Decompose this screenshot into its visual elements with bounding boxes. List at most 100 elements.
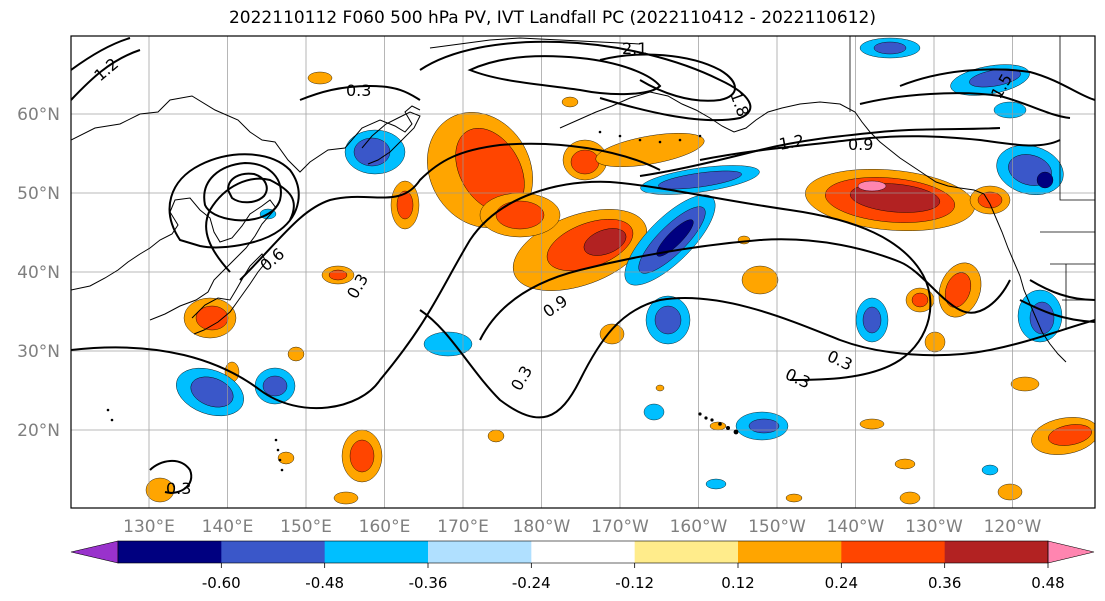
positive-anomaly-blob [655,384,665,392]
latitude-label: 20°N [17,421,60,441]
colorbar-segment [944,541,1049,563]
longitude-labels: 130°E 140°E 150°E 160°E 170°E 180°W 170°W 160°W… [123,517,1041,537]
longitude-label: 170°E [437,517,489,537]
colorbar-tick-label: 0.24 [825,574,858,592]
colorbar-tick-label: -0.24 [512,574,551,592]
negative-anomaly-blob [654,305,682,335]
longitude-label: 140°E [202,517,254,537]
longitude-label: 120°W [984,517,1042,537]
colorbar-segment [221,541,326,563]
positive-anomaly-blob [333,491,359,505]
contour-1.2-ring [168,153,300,249]
latitude-label: 30°N [17,342,60,362]
contour-ne-1 [859,92,1071,119]
contour-top-1 [419,40,752,122]
negative-anomaly-blob [658,170,742,190]
negative-anomaly-blob [993,101,1027,119]
positive-anomaly-blob [1010,376,1040,392]
positive-anomaly-blob [287,346,305,362]
positive-anomaly-blob [924,331,946,353]
contour-0.6 [239,142,661,281]
borders [849,36,1095,330]
colorbar-tick-label: -0.36 [409,574,448,592]
positive-anomaly-blob [899,491,921,505]
colorbar-frame [117,540,1049,564]
contour-0.3-lower [419,297,1095,419]
pv-contours [71,37,1095,494]
contour-label-0.9-north: 0.9 [848,135,873,154]
negative-anomaly-blob [643,403,665,421]
coastline-kamchatka [361,111,421,165]
positive-anomaly-blob [859,418,885,430]
colorbar-segment [324,541,429,563]
contour-2-ring [226,172,268,204]
positive-anomaly-blob [277,451,295,465]
colorbar [70,540,1095,564]
contour-0.3-south [71,180,932,410]
positive-anomaly-blob [495,200,545,230]
positive-anomaly-blob [997,483,1023,501]
coastline-siberia-north [429,37,641,49]
contour-0.9-north [699,135,1061,161]
negative-anomaly-blob [748,418,780,434]
negative-anomaly-blob [862,306,882,334]
coastline-japan [191,253,267,335]
longitude-label: 160°E [359,517,411,537]
ivt-anomaly-fills [145,37,1095,505]
colorbar-tick-label: -0.60 [202,574,241,592]
positive-anomaly-blob [894,458,916,470]
negative-anomaly-blob [656,219,694,257]
contour-top-3 [599,53,736,102]
contour-ne-2 [899,68,1095,101]
positive-anomaly-blob [145,477,175,503]
positive-anomaly-blob [561,96,579,108]
positive-anomaly-blob [857,180,887,192]
positive-anomaly-blob [396,190,414,220]
latitude-label: 60°N [17,105,60,125]
positive-anomaly-blob [709,421,727,431]
coastline-alaska [559,91,985,195]
colorbar-segment [738,541,842,563]
graticule [71,36,1095,508]
contour-1.2-north [639,127,1001,177]
positive-anomaly-blob [307,71,333,85]
contour-label-0.3-nw: 0.3 [346,81,371,100]
contour-0.9-mid [479,238,1011,341]
contour-0.9-left [205,177,295,273]
positive-anomaly-blob [785,493,803,503]
colorbar-tick-label: -0.12 [615,574,654,592]
positive-anomaly-blob [741,265,779,295]
longitude-label: 130°E [123,517,175,537]
colorbar-segment [531,541,636,563]
colorbar-tick-label: 0.36 [928,574,961,592]
positive-anomaly-blob [349,439,375,473]
longitude-label: 180°W [513,517,571,537]
positive-anomaly-blob [977,191,1003,209]
longitude-label: 150°E [280,517,332,537]
positive-anomaly-blob [487,429,505,443]
contour-label-2.1: 2.1 [622,39,647,58]
coastline-asia [71,95,421,173]
colorbar-extend-low [70,540,119,564]
coastlines [71,37,1067,363]
positive-anomaly-blob [195,305,229,331]
longitude-label: 140°W [827,517,885,537]
coastline-korea-china [71,197,277,321]
contour-1.5-ring [203,161,282,222]
contour-na-coast-2 [1029,279,1095,301]
negative-anomaly-blob [705,478,727,490]
longitude-label: 150°W [748,517,806,537]
positive-anomaly-blob [599,323,625,345]
positive-anomaly-blob [583,228,627,256]
contour-west-1 [71,49,141,101]
contour-0.3-nw [299,84,421,101]
latitude-labels: 60°N 50°N 40°N 30°N 20°N [17,105,60,441]
longitude-label: 130°W [905,517,963,537]
longitude-label: 160°W [670,517,728,537]
contour-label-0.3-sw: 0.3 [166,479,191,498]
contour-top-2 [467,55,662,96]
latitude-label: 50°N [17,184,60,204]
map-frame [70,35,1096,509]
contour-na-coast [1019,299,1095,323]
